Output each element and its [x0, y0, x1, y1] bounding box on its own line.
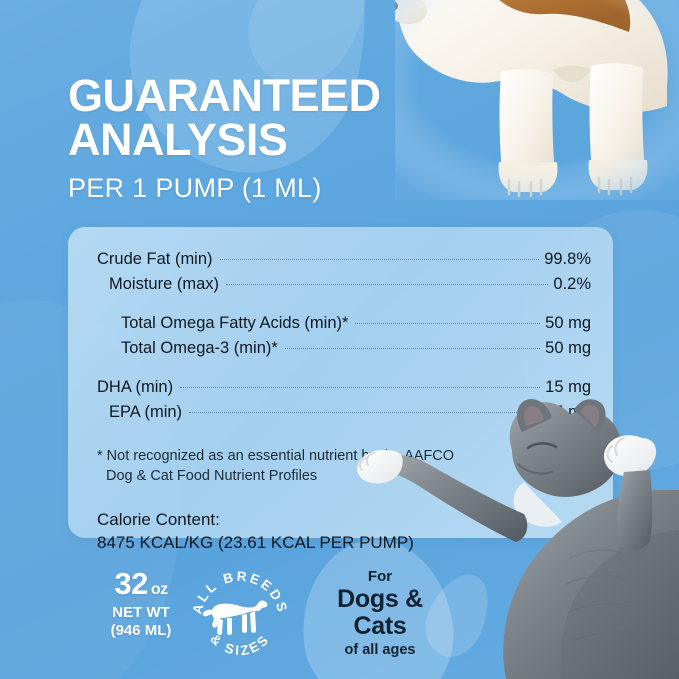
page-title: GUARANTEED ANALYSIS PER 1 PUMP (1 ML) [68, 73, 381, 204]
nutrient-label: EPA (min) [109, 403, 183, 421]
nutrient-value: 99.8% [544, 250, 591, 268]
nutrient-value: 15 mg [545, 378, 591, 396]
nutrient-value: 0.2% [553, 275, 591, 293]
heading-subtitle: PER 1 PUMP (1 ML) [68, 173, 322, 204]
dog-silhouette-icon [202, 600, 268, 635]
for-who-main: Dogs & Cats [337, 584, 423, 640]
all-breeds-sizes-badge: ALL BREEDS & SIZES [189, 566, 290, 666]
table-row: Moisture (max) 0.2% [97, 275, 591, 300]
nutrient-value: 50 mg [545, 314, 591, 332]
nutrient-rows: Crude Fat (min) 99.8% Moisture (max) 0.2… [97, 250, 591, 428]
cat-photo [356, 398, 679, 679]
calorie-content-value: 8475 KCAL/KG (23.61 KCAL PER PUMP) [97, 533, 414, 553]
heading-main: GUARANTEED ANALYSIS [68, 73, 381, 166]
net-weight-caption-line-1: NET WT [112, 604, 170, 621]
net-weight-unit: oz [150, 581, 168, 598]
footnote-line-2: Dog & Cat Food Nutrient Profiles [106, 468, 318, 484]
for-who-prefix: For [367, 568, 393, 585]
table-row: DHA (min) 15 mg [97, 378, 591, 403]
nutrient-label: Total Omega-3 (min)* [121, 339, 278, 357]
table-row: Total Omega Fatty Acids (min)* 50 mg [97, 314, 591, 339]
leader-dots [226, 284, 549, 285]
calorie-content-title: Calorie Content: [97, 510, 220, 529]
net-weight-amount: 32 oz [89, 568, 193, 599]
breeds-bottom-text: & SIZES [207, 631, 273, 658]
nutrient-label: Moisture (max) [109, 275, 220, 293]
heading-line-1: GUARANTEED [68, 70, 381, 121]
table-row: Total Omega-3 (min)* 50 mg [97, 339, 591, 364]
leader-dots [355, 323, 540, 324]
for-who-suffix: of all ages [344, 641, 416, 658]
net-weight-badge: 32 oz NET WT (946 ML) [89, 568, 193, 641]
net-weight-caption: NET WT (946 ML) [89, 604, 193, 641]
for-dogs-and-cats-badge: For Dogs & Cats of all ages [320, 568, 440, 658]
leader-dots [180, 387, 541, 388]
net-weight-caption-line-2: (946 ML) [110, 622, 172, 640]
leader-dots [189, 412, 550, 413]
leader-dots [219, 259, 540, 260]
nutrient-value: 50 mg [545, 339, 591, 357]
nutrient-label: Total Omega Fatty Acids (min)* [121, 314, 349, 332]
net-weight-number: 32 [114, 566, 148, 601]
aafco-footnote: * Not recognized as an essential nutrien… [97, 446, 497, 486]
nutrient-label: Crude Fat (min) [97, 250, 213, 268]
calorie-content-block: Calorie Content: 8475 KCAL/KG (23.61 KCA… [97, 508, 591, 555]
guaranteed-analysis-card: Crude Fat (min) 99.8% Moisture (max) 0.2… [68, 227, 613, 552]
heading-line-2: ANALYSIS [68, 114, 288, 166]
nutrient-label: DHA (min) [97, 378, 174, 396]
dog-photo [395, 0, 679, 200]
leader-dots [284, 348, 541, 349]
table-row: Crude Fat (min) 99.8% [97, 250, 591, 275]
